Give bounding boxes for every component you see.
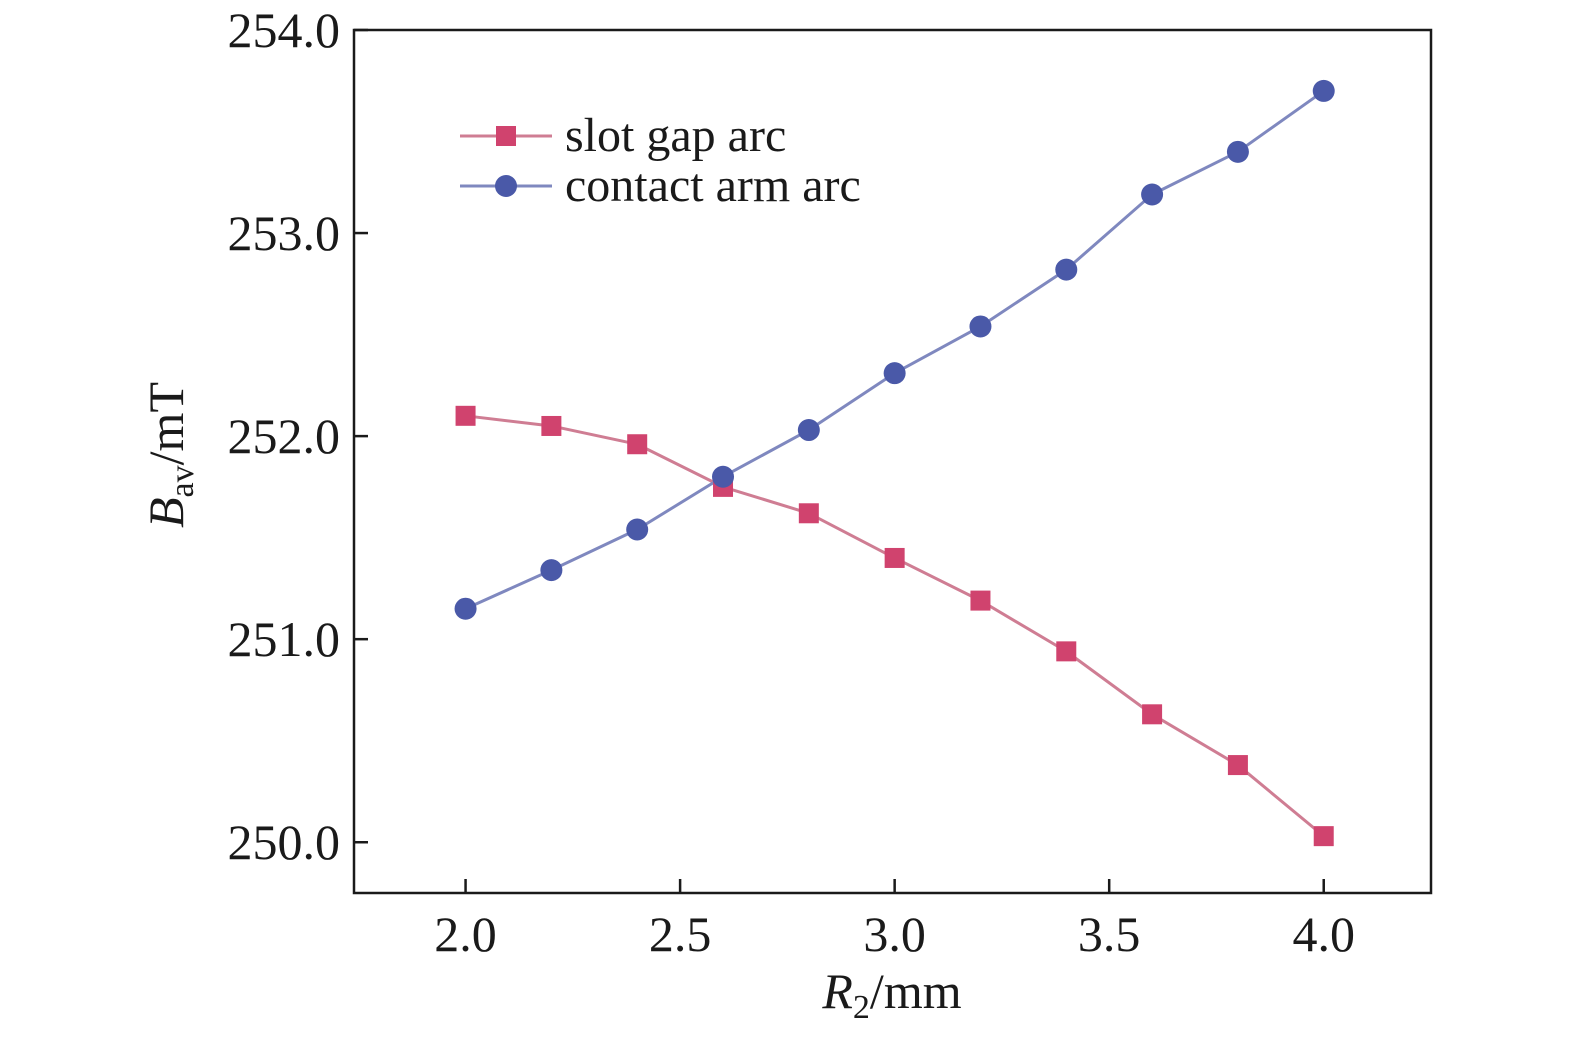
y-tick-label: 252.0 (228, 408, 341, 464)
y-tick-label: 253.0 (228, 205, 341, 261)
plot-frame (352, 28, 1433, 895)
data-point-slot-gap-arc (884, 547, 905, 568)
x-tick-label: 2.5 (649, 906, 712, 962)
data-point-slot-gap-arc (1313, 826, 1334, 847)
y-tick-label: 254.0 (228, 2, 341, 58)
legend-marker-slot-gap-arc (496, 126, 516, 146)
y-tick-label: 251.0 (228, 611, 341, 667)
data-point-contact-arm-arc (540, 559, 563, 582)
data-point-slot-gap-arc (541, 415, 562, 436)
data-point-slot-gap-arc (1227, 755, 1248, 776)
data-point-contact-arm-arc (712, 465, 735, 488)
legend-label-contact-arm-arc: contact arm arc (565, 159, 861, 212)
x-axis-label: R2/mm (821, 963, 961, 1026)
legend-label-slot-gap-arc: slot gap arc (565, 109, 786, 162)
y-axis: 250.0 251.0 252.0 253.0 254.0 (228, 2, 368, 870)
data-point-contact-arm-arc (1141, 183, 1164, 206)
data-point-contact-arm-arc (454, 597, 477, 620)
data-point-slot-gap-arc (627, 434, 648, 455)
data-point-contact-arm-arc (797, 419, 820, 442)
data-point-contact-arm-arc (1055, 258, 1078, 281)
data-point-slot-gap-arc (455, 405, 476, 426)
data-point-contact-arm-arc (626, 518, 649, 541)
legend-marker-contact-arm-arc (495, 175, 517, 197)
data-point-slot-gap-arc (970, 590, 991, 611)
data-point-slot-gap-arc (1142, 704, 1163, 725)
x-tick-label: 4.0 (1292, 906, 1355, 962)
x-tick-label: 2.0 (434, 906, 497, 962)
data-point-contact-arm-arc (1312, 79, 1335, 102)
series-markers (454, 79, 1335, 847)
data-point-slot-gap-arc (1056, 641, 1077, 662)
data-point-contact-arm-arc (969, 315, 992, 338)
x-tick-label: 3.0 (863, 906, 926, 962)
y-tick-label: 250.0 (228, 814, 341, 870)
data-point-slot-gap-arc (798, 503, 819, 524)
data-point-contact-arm-arc (1226, 140, 1249, 163)
x-tick-label: 3.5 (1078, 906, 1141, 962)
y-axis-label: Bav/mT (138, 382, 201, 528)
series-line-slot-gap-arc (465, 414, 1325, 838)
data-point-contact-arm-arc (883, 362, 906, 385)
x-axis: 2.0 2.5 3.0 3.5 4.0 (434, 879, 1355, 962)
